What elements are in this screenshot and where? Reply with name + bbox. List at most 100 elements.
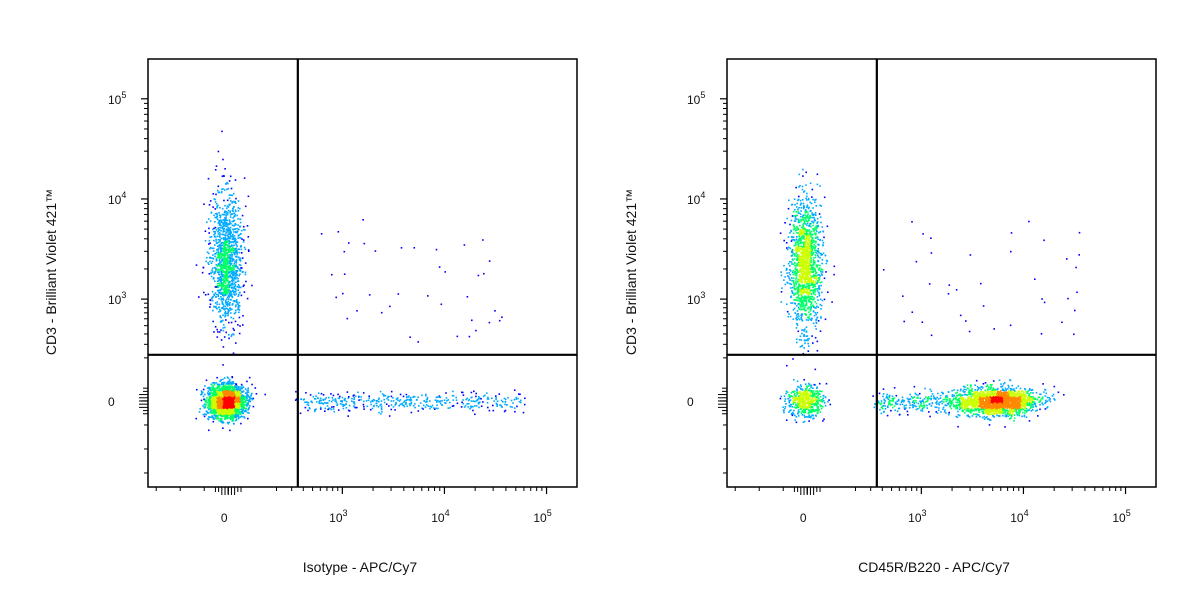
event-dot: [220, 339, 223, 341]
event-dot: [200, 393, 202, 396]
event-dot: [307, 409, 309, 412]
event-dot: [795, 206, 798, 208]
event-dot: [451, 395, 454, 397]
event-dot: [235, 412, 238, 415]
event-dot: [228, 247, 231, 250]
event-dot: [814, 368, 817, 371]
event-dot: [223, 271, 226, 273]
event-dot: [218, 289, 221, 291]
event-dot: [295, 398, 298, 400]
event-dot: [207, 404, 209, 406]
event-dot: [213, 401, 216, 403]
event-dot: [224, 211, 227, 214]
event-dot: [400, 247, 403, 249]
event-dot: [462, 399, 464, 401]
event-dot: [214, 201, 217, 203]
event-dot: [220, 413, 223, 416]
event-dot: [230, 187, 233, 190]
event-dot: [225, 225, 227, 227]
event-dot: [234, 385, 236, 387]
event-dot: [438, 266, 441, 268]
event-dot: [478, 396, 480, 398]
event-dot: [311, 401, 313, 404]
event-dot: [237, 224, 239, 226]
event-dot: [503, 397, 506, 400]
event-dot: [210, 406, 213, 408]
event-dots: [195, 130, 526, 432]
event-dot: [218, 229, 220, 231]
event-dot: [215, 411, 217, 413]
event-dot: [227, 382, 229, 384]
event-dot: [790, 295, 792, 298]
event-dot: [231, 238, 234, 240]
event-dot: [300, 398, 302, 400]
event-dot: [329, 407, 331, 410]
event-dot: [317, 397, 319, 400]
event-dot: [213, 271, 216, 273]
event-dot: [237, 200, 240, 202]
event-dot: [229, 246, 231, 249]
event-dot: [331, 406, 333, 408]
event-dot: [230, 244, 233, 246]
event-dot: [332, 399, 334, 401]
event-dot: [234, 408, 237, 410]
event-dot: [230, 403, 232, 406]
event-dot: [217, 150, 220, 153]
event-dot: [224, 272, 226, 274]
event-dot: [507, 396, 509, 399]
event-dot: [365, 400, 368, 402]
event-dot: [486, 392, 488, 394]
event-dot: [237, 411, 240, 413]
event-dot: [318, 400, 321, 402]
event-dot: [231, 249, 234, 251]
event-dot: [475, 392, 477, 395]
event-dot: [818, 293, 820, 295]
event-dot: [225, 409, 227, 412]
event-dot: [803, 299, 806, 301]
event-dot: [208, 273, 211, 275]
plot-frame: [147, 58, 578, 488]
event-dot: [226, 411, 228, 413]
event-dot: [226, 266, 228, 268]
event-dot: [220, 277, 223, 280]
event-dot: [208, 392, 211, 394]
event-dot: [228, 285, 231, 288]
event-dot: [381, 411, 383, 413]
event-dot: [805, 233, 808, 235]
event-dot: [224, 282, 227, 284]
event-dot: [219, 276, 222, 279]
event-dot: [222, 223, 225, 226]
event-dot: [223, 227, 226, 230]
event-dot: [216, 205, 218, 208]
event-dot: [222, 260, 225, 263]
event-dot: [226, 224, 229, 226]
event-dot: [353, 405, 355, 407]
event-dot: [388, 415, 391, 417]
event-dot: [223, 249, 225, 251]
event-dot: [213, 273, 215, 275]
event-dot: [816, 217, 819, 220]
event-dot: [217, 241, 220, 244]
event-dot: [213, 235, 216, 238]
event-dot: [247, 395, 250, 398]
event-dot: [221, 130, 223, 133]
event-dot: [220, 296, 222, 298]
event-dot: [224, 240, 226, 243]
event-dot: [233, 394, 236, 396]
event-dot: [372, 398, 375, 401]
event-dot: [452, 394, 455, 397]
event-dot: [805, 339, 808, 341]
event-dot: [798, 250, 800, 252]
event-dot: [478, 397, 481, 399]
event-dot: [246, 395, 248, 398]
event-dot: [229, 379, 231, 381]
event-dot: [221, 256, 223, 258]
event-dot: [409, 399, 411, 402]
event-dot: [211, 260, 214, 263]
event-dot: [227, 238, 229, 240]
event-dot: [241, 394, 244, 396]
event-dot: [376, 404, 378, 407]
event-dot: [233, 253, 236, 256]
event-dot: [375, 402, 378, 405]
event-dot: [248, 407, 250, 410]
